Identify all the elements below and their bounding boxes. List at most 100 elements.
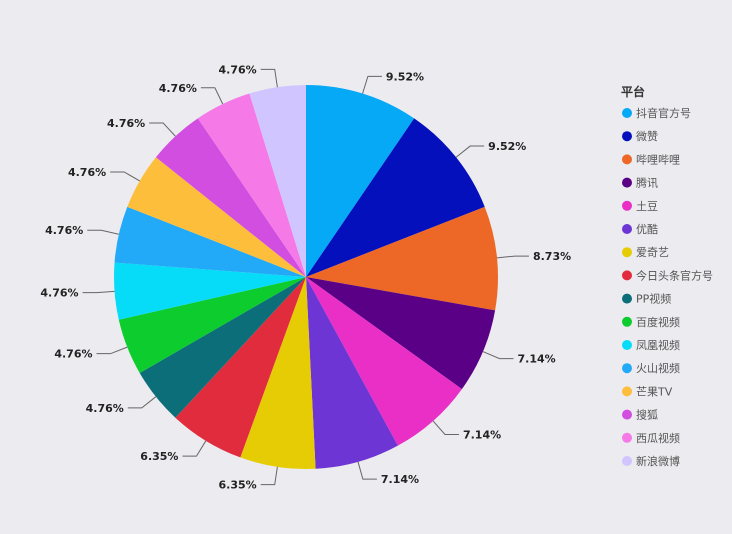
legend-label: 腾讯 (636, 176, 658, 190)
slice-label: 9.52% (386, 70, 424, 83)
legend-swatch (622, 409, 632, 420)
pie-slice (249, 85, 306, 277)
legend-label: 土豆 (636, 200, 658, 213)
legend-item[interactable]: 芒果TV (622, 385, 673, 398)
legend-item[interactable]: 优酷 (622, 223, 658, 236)
legend-label: 火山视频 (636, 361, 680, 375)
slice-label: 9.52% (488, 140, 526, 153)
legend-item[interactable]: 抖音官方号 (622, 106, 691, 120)
legend-label: 凤凰视频 (636, 338, 680, 352)
leader-line (496, 255, 529, 259)
legend-label: 今日头条官方号 (636, 268, 713, 282)
slice-label: 4.76% (86, 402, 124, 415)
pie-slice (306, 277, 462, 446)
leader-line (182, 440, 207, 457)
leader-line (455, 145, 485, 158)
legend-label: 微赞 (636, 129, 658, 143)
leader-line (127, 396, 157, 409)
leader-line (432, 420, 459, 435)
pie-slice (306, 85, 415, 277)
pie-slice (118, 277, 306, 373)
legend-swatch (622, 432, 632, 443)
slice-label: 7.14% (518, 353, 556, 366)
pie-slice (175, 277, 306, 458)
legend-swatch (622, 386, 632, 397)
pie-slice (114, 262, 306, 320)
legend-item[interactable]: 土豆 (622, 200, 658, 213)
legend-label: 西瓜视频 (636, 431, 680, 445)
legend-item[interactable]: 火山视频 (622, 361, 680, 375)
legend-item[interactable]: 百度视频 (622, 315, 680, 329)
slice-label: 4.76% (40, 287, 78, 300)
legend-item[interactable]: 今日头条官方号 (622, 268, 713, 282)
slice-label: 7.14% (381, 473, 419, 486)
slice-label: 7.14% (463, 428, 501, 441)
leader-line (96, 346, 128, 355)
leader-line (260, 466, 278, 486)
leader-line (87, 229, 119, 235)
legend-swatch (622, 177, 632, 188)
leader-line (357, 461, 377, 480)
pie-slices (114, 85, 498, 469)
legend-item[interactable]: 爱奇艺 (622, 246, 669, 259)
legend-title: 平台 (621, 84, 645, 99)
legend-label: 百度视频 (636, 315, 680, 329)
pie-slice (306, 118, 485, 277)
legend-item[interactable]: 凤凰视频 (622, 338, 680, 352)
legend-label: 优酷 (636, 223, 658, 236)
legend-swatch (622, 224, 632, 234)
leader-line (362, 75, 382, 94)
leader-line (110, 171, 140, 182)
legend-item[interactable]: 搜狐 (622, 408, 658, 422)
legend-swatch (622, 456, 632, 466)
slice-label: 4.76% (159, 82, 197, 95)
legend-swatch (622, 316, 632, 327)
legend-swatch (622, 293, 632, 304)
legend-item[interactable]: 新浪微博 (622, 454, 680, 468)
legend-label: 哔哩哔哩 (636, 153, 680, 166)
pie-slice (306, 206, 498, 311)
legend-label: 爱奇艺 (636, 246, 669, 259)
legend-item[interactable]: 微赞 (622, 129, 658, 143)
pie-slice (127, 157, 306, 277)
legend-item[interactable]: 西瓜视频 (622, 431, 680, 445)
pie-labels: 9.52% 9.52% 8.73% 7.14% 7.14% 7.14% 6.35% 6.35%… (40, 63, 571, 491)
legend-swatch (622, 270, 632, 281)
pie-slice (155, 118, 306, 277)
legend-item[interactable]: PP视频 (622, 292, 671, 306)
legend-swatch (622, 363, 632, 374)
legend-item[interactable]: 哔哩哔哩 (622, 153, 680, 166)
pie-slice (306, 277, 398, 469)
legend-swatch (622, 247, 632, 258)
legend-swatch (622, 108, 632, 118)
leader-line (482, 351, 514, 360)
slice-label: 8.73% (533, 250, 571, 263)
legend-swatch (622, 154, 632, 165)
slice-label: 4.76% (45, 224, 83, 237)
pie-slice (139, 277, 306, 418)
leader-line (149, 122, 176, 137)
legend-swatch (622, 200, 632, 211)
slice-label: 4.76% (68, 166, 106, 179)
leader-line (200, 87, 224, 105)
legend-item[interactable]: 腾讯 (622, 176, 658, 190)
slice-label: 4.76% (54, 348, 92, 361)
slice-label: 6.35% (140, 450, 178, 463)
legend-swatch (622, 340, 632, 350)
legend-label: PP视频 (636, 292, 671, 306)
pie-slice (240, 277, 316, 469)
slice-label: 4.76% (107, 117, 145, 130)
legend-label: 芒果TV (636, 385, 673, 398)
pie-slice (197, 93, 306, 278)
slice-label: 4.76% (219, 63, 257, 76)
legend-label: 搜狐 (636, 408, 658, 422)
pie-slice (114, 206, 306, 277)
legend-label: 新浪微博 (636, 454, 680, 468)
pie-slice (306, 277, 496, 390)
leader-line (82, 290, 115, 294)
leader-line (260, 68, 278, 88)
legend-label: 抖音官方号 (636, 106, 691, 120)
